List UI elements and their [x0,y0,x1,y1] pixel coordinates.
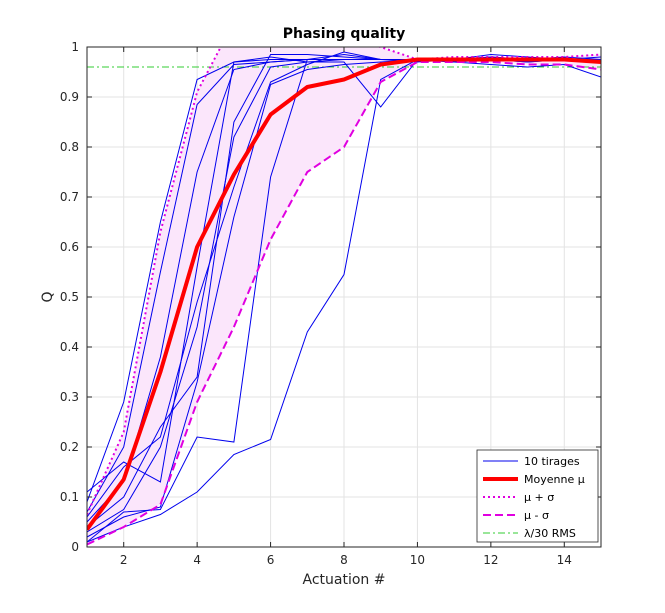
y-tick-label: 1 [71,40,79,54]
y-tick-label: 0.3 [60,390,79,404]
y-tick-label: 0.6 [60,240,79,254]
legend-label-minus-sigma: μ - σ [524,509,549,522]
x-tick-label: 12 [483,553,498,567]
legend-box [476,449,599,543]
legend-label-mean: Moyenne μ [524,473,585,486]
x-tick-label: 4 [193,553,201,567]
run-line-1 [87,58,601,543]
legend: 10 tirages Moyenne μ μ + σ μ - σ λ/30 RM… [476,449,599,543]
y-tick-label: 0 [71,540,79,554]
mean-line [87,57,601,531]
x-tick-label: 14 [557,553,572,567]
ticks: 2 4 6 8 10 12 14 0 0.1 0.2 0.3 0.4 0.5 0.6 0.7 0.8 0.9 1 [60,40,601,567]
x-tick-label: 2 [120,553,128,567]
legend-label-runs: 10 tirages [524,455,580,468]
y-tick-label: 0.9 [60,90,79,104]
sigma-band [87,47,601,545]
chart-title: Phasing quality [283,26,406,42]
x-tick-label: 8 [340,553,348,567]
plus-sigma-line [87,47,601,515]
y-tick-label: 0.8 [60,140,79,154]
minus-sigma-line [87,61,601,546]
y-tick-label: 0.5 [60,290,79,304]
y-axis-title: Q [40,291,56,302]
y-tick-label: 0.4 [60,340,79,354]
sigma-band-fill [87,47,601,545]
x-tick-label: 10 [410,553,425,567]
y-tick-label: 0.1 [60,490,79,504]
y-tick-label: 0.7 [60,190,79,204]
legend-label-threshold: λ/30 RMS [524,527,576,540]
run-line-2 [87,53,601,543]
x-axis-title: Actuation # [303,572,386,588]
x-tick-label: 6 [267,553,275,567]
legend-label-plus-sigma: μ + σ [524,491,554,504]
y-tick-label: 0.2 [60,440,79,454]
